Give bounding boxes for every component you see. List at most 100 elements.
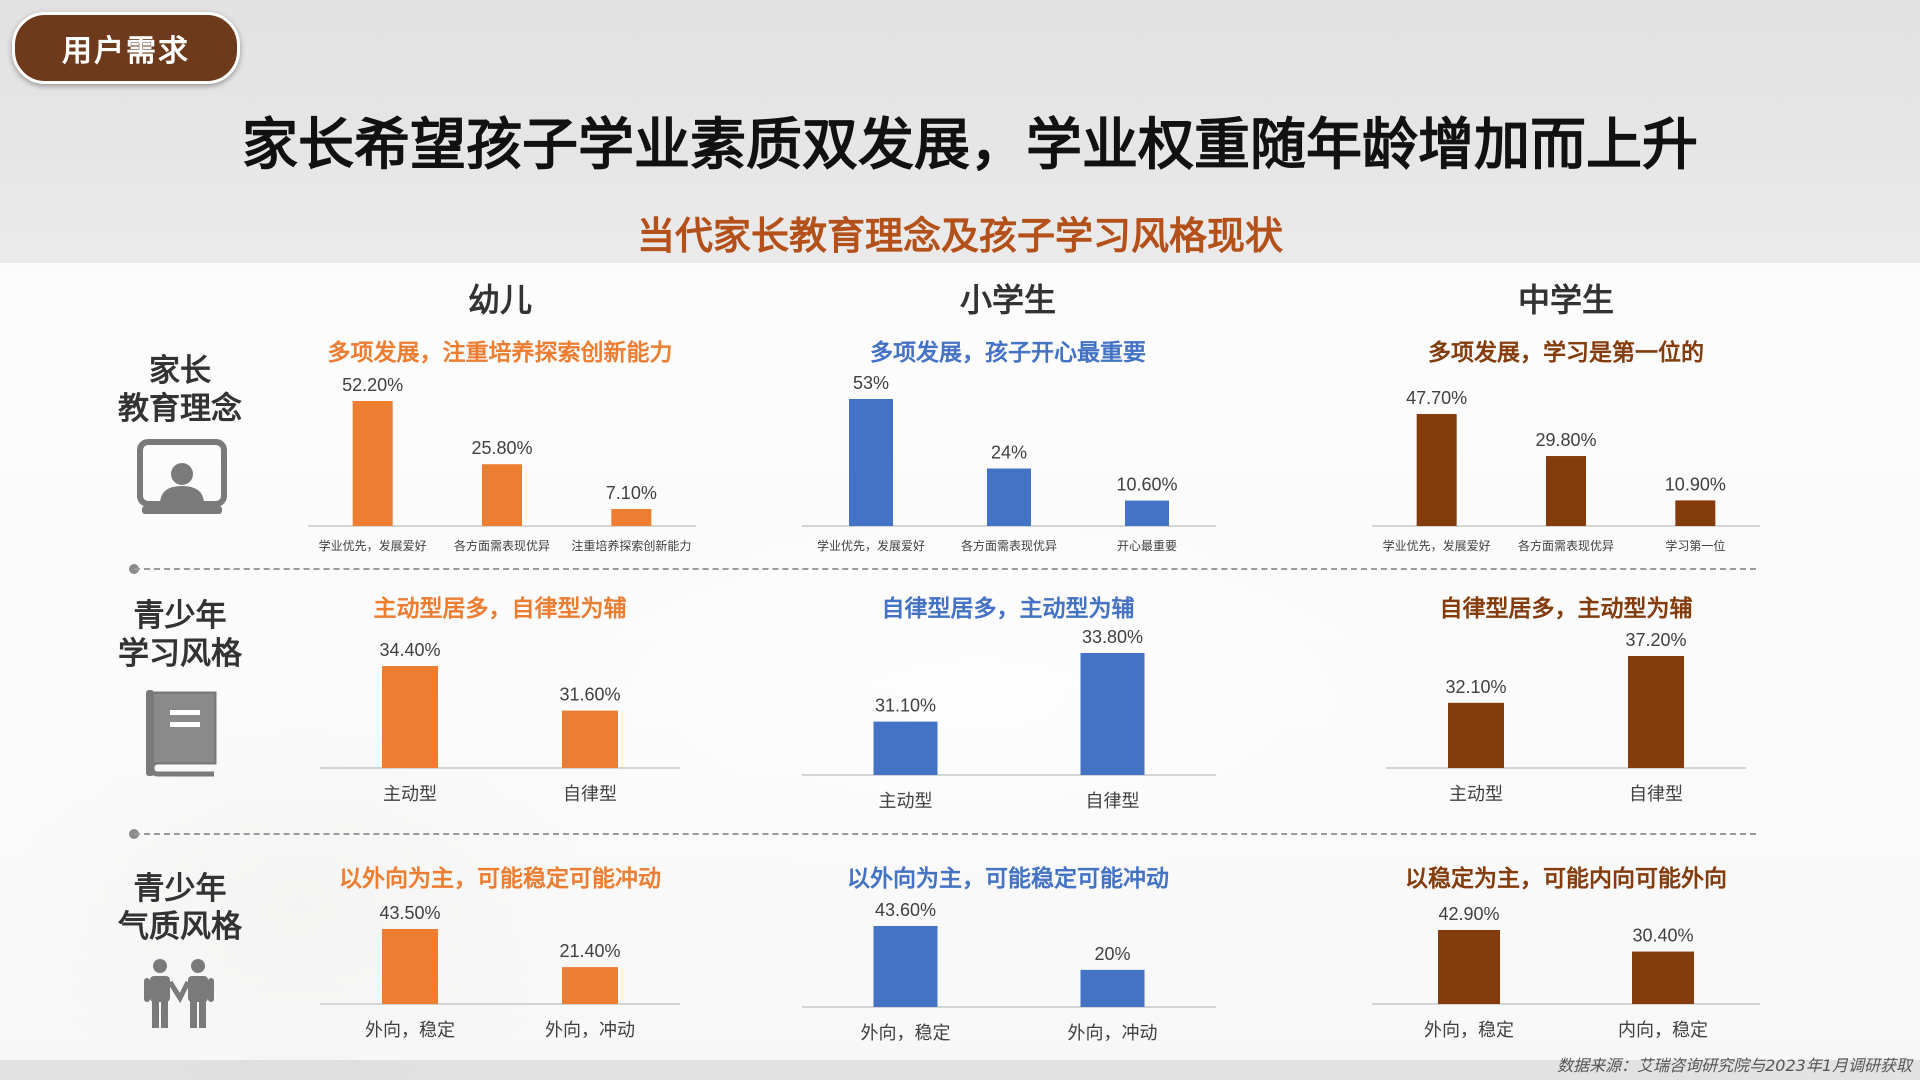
- bar-zhongxue-row0-2: [1675, 500, 1716, 526]
- data-label: 32.10%: [1445, 677, 1506, 697]
- category-label: 主动型: [1449, 784, 1503, 805]
- data-label: 34.40%: [379, 640, 440, 660]
- data-label: 21.40%: [559, 941, 620, 961]
- row-label-line1: 青少年: [133, 598, 227, 634]
- data-label: 10.60%: [1116, 475, 1177, 495]
- data-label: 7.10%: [606, 483, 657, 503]
- bar-xiaoxue-row2-1: [1080, 969, 1145, 1007]
- book-icon: [146, 690, 217, 777]
- chart-xiaoxue-row0: 53% 学业优先，发展爱好 24% 各方面需表现优异 10.60% 开心最重要: [802, 373, 1216, 553]
- bar-youer-row2-1: [562, 967, 618, 1004]
- category-label: 自律型: [1629, 784, 1683, 805]
- row-label-line1: 家长: [149, 353, 211, 389]
- chart-zhongxue-row1: 32.10% 主动型 37.20% 自律型: [1386, 630, 1746, 805]
- category-label: 注重培养探索创新能力: [571, 538, 691, 553]
- section-tag: 用户需求: [12, 12, 240, 84]
- category-label: 学业优先，发展爱好: [319, 538, 427, 553]
- data-label: 29.80%: [1535, 430, 1596, 450]
- bar-youer-row0-0: [352, 401, 393, 526]
- column-header-zhongxue: 中学生: [1517, 281, 1614, 319]
- bar-xiaoxue-row0-2: [1125, 500, 1169, 526]
- header-band: [0, 0, 1920, 263]
- insight-youer-temperament: 以外向为主，可能稳定可能冲动: [339, 866, 661, 892]
- row-label-learning-style: 青少年 学习风格: [100, 597, 260, 673]
- category-label: 各方面需表现优异: [961, 538, 1057, 553]
- insight-zhongxue-learning: 自律型居多，主动型为辅: [1439, 596, 1693, 622]
- data-label: 42.90%: [1438, 904, 1499, 924]
- chart-xiaoxue-row2: 43.60% 外向，稳定 20% 外向，冲动: [802, 900, 1216, 1044]
- data-label: 10.90%: [1665, 474, 1726, 494]
- category-label: 主动型: [879, 791, 933, 812]
- column-header-xiaoxue: 小学生: [959, 281, 1056, 319]
- chart-zhongxue-row0: 47.70% 学业优先，发展爱好 29.80% 各方面需表现优异 10.90% 学习第一位: [1372, 388, 1760, 553]
- category-label: 内向，稳定: [1618, 1020, 1708, 1041]
- student-at-screen-icon: [137, 439, 227, 514]
- category-label: 学习第一位: [1665, 538, 1725, 553]
- row-label-line2: 教育理念: [118, 391, 242, 427]
- bar-youer-row0-2: [611, 508, 652, 526]
- bar-zhongxue-row0-0: [1416, 414, 1457, 526]
- data-label: 37.20%: [1625, 630, 1686, 650]
- page-title: 家长希望孩子学业素质双发展，学业权重随年龄增加而上升: [242, 113, 1698, 178]
- category-label: 外向，稳定: [861, 1023, 951, 1044]
- data-label: 52.20%: [342, 375, 403, 395]
- bar-youer-row0-1: [482, 464, 522, 526]
- insight-youer-education: 多项发展，注重培养探索创新能力: [327, 340, 673, 366]
- row-label-line1: 青少年: [133, 871, 227, 907]
- bar-zhongxue-row1-0: [1448, 702, 1504, 768]
- content-panel: [0, 263, 1920, 1060]
- chart-youer-row2: 43.50% 外向，稳定 21.40% 外向，冲动: [320, 903, 680, 1041]
- chart-youer-row0: 52.20% 学业优先，发展爱好 25.80% 各方面需表现优异 7.10% 注重培养探索…: [308, 375, 696, 553]
- category-label: 学业优先，发展爱好: [817, 538, 925, 553]
- bar-zhongxue-row0-1: [1546, 456, 1586, 526]
- data-label: 24%: [991, 442, 1027, 462]
- bar-youer-row1-1: [562, 710, 618, 768]
- bar-zhongxue-row1-1: [1628, 656, 1684, 768]
- category-label: 开心最重要: [1117, 539, 1177, 553]
- insight-youer-learning: 主动型居多，自律型为辅: [373, 596, 627, 622]
- data-label: 25.80%: [471, 438, 532, 458]
- category-label: 外向，冲动: [1068, 1023, 1158, 1044]
- row-label-temperament: 青少年 气质风格: [100, 870, 260, 946]
- category-label: 外向，稳定: [1424, 1020, 1514, 1041]
- category-label: 主动型: [383, 784, 437, 805]
- category-label: 自律型: [563, 784, 617, 805]
- people-holding-hands-icon: [144, 959, 214, 1028]
- bar-youer-row1-0: [382, 666, 438, 768]
- data-label: 43.60%: [875, 900, 936, 920]
- data-label: 30.40%: [1632, 926, 1693, 946]
- bar-zhongxue-row2-1: [1632, 951, 1694, 1004]
- category-label: 自律型: [1086, 791, 1140, 812]
- category-label: 各方面需表现优异: [454, 538, 550, 553]
- bar-xiaoxue-row2-0: [873, 926, 938, 1007]
- category-label: 各方面需表现优异: [1518, 538, 1614, 553]
- insight-xiaoxue-learning: 自律型居多，主动型为辅: [881, 596, 1135, 622]
- insight-zhongxue-temperament: 以稳定为主，可能内向可能外向: [1405, 866, 1727, 892]
- chart-youer-row1: 34.40% 主动型 31.60% 自律型: [320, 640, 680, 805]
- bar-xiaoxue-row1-1: [1080, 653, 1145, 775]
- insight-xiaoxue-education: 多项发展，孩子开心最重要: [870, 340, 1146, 366]
- bar-xiaoxue-row1-0: [873, 721, 938, 775]
- row-label-line2: 气质风格: [118, 909, 242, 945]
- column-header-youer: 幼儿: [467, 281, 532, 319]
- bar-zhongxue-row2-0: [1438, 930, 1500, 1004]
- bar-xiaoxue-row0-0: [849, 399, 893, 526]
- bar-youer-row2-0: [382, 929, 438, 1004]
- insight-zhongxue-education: 多项发展，学习是第一位的: [1428, 340, 1704, 366]
- chart-xiaoxue-row1: 31.10% 主动型 33.80% 自律型: [802, 627, 1216, 812]
- bar-xiaoxue-row0-1: [987, 468, 1031, 526]
- data-label: 31.10%: [875, 696, 936, 716]
- data-source-note: 数据来源：艾瑞咨询研究院与2023年1月调研获取: [1557, 1056, 1912, 1075]
- data-label: 43.50%: [379, 903, 440, 923]
- row-label-line2: 学习风格: [118, 636, 242, 672]
- row-divider: [134, 833, 1756, 835]
- category-label: 外向，冲动: [545, 1020, 635, 1041]
- chart-zhongxue-row2: 42.90% 外向，稳定 30.40% 内向，稳定: [1372, 904, 1760, 1041]
- data-label: 31.60%: [559, 685, 620, 705]
- row-label-parent-education: 家长 教育理念: [100, 352, 260, 428]
- page-subtitle: 当代家长教育理念及孩子学习风格现状: [636, 214, 1283, 258]
- data-label: 33.80%: [1082, 627, 1143, 647]
- category-label: 外向，稳定: [365, 1020, 455, 1041]
- row-divider: [134, 568, 1756, 570]
